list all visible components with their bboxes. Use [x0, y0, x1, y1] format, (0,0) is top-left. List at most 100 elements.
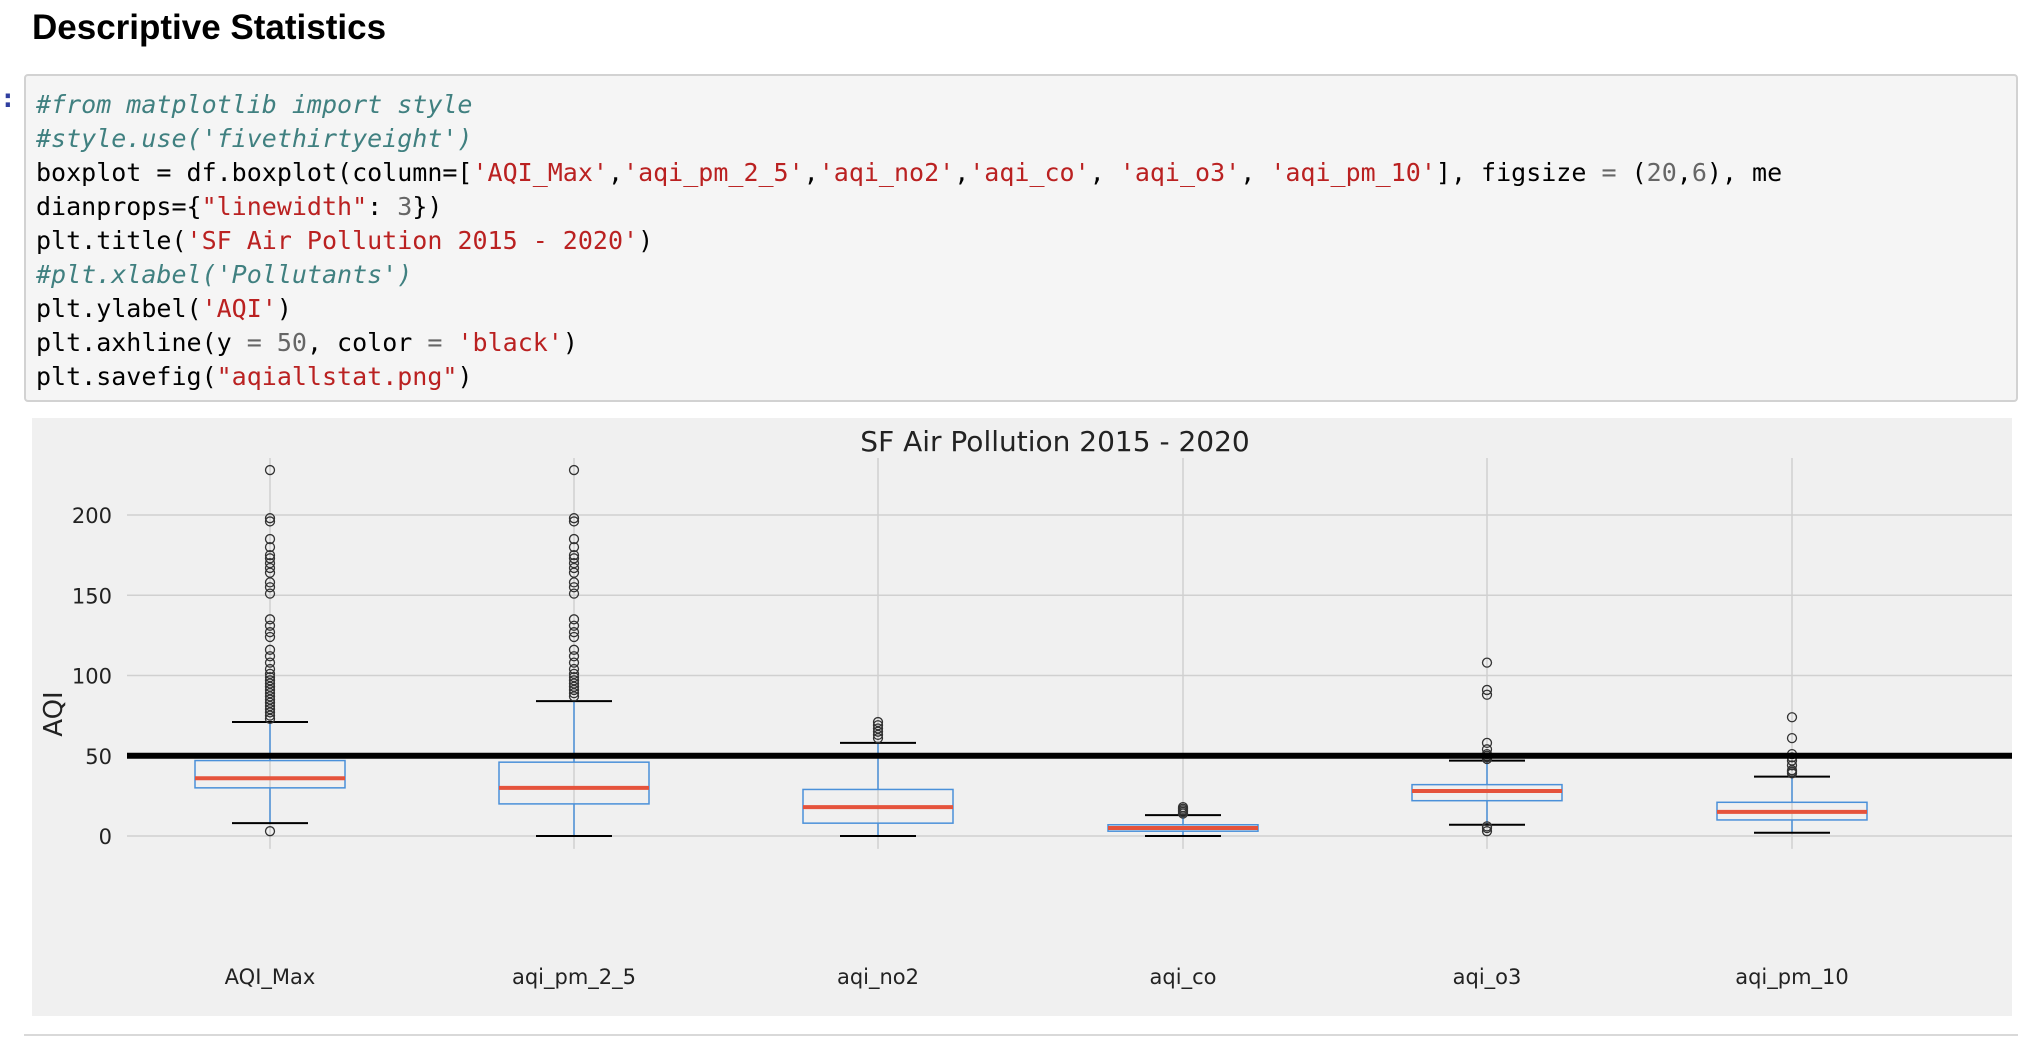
box-flier [568, 582, 580, 593]
box-flier [264, 668, 276, 680]
box-flier [568, 464, 580, 476]
box-flier [568, 541, 580, 553]
box-flier [264, 588, 276, 599]
box-flier [568, 553, 580, 564]
box-flier [264, 553, 276, 564]
box-flier [1177, 801, 1189, 813]
box-flier [264, 663, 276, 675]
box-flier [264, 631, 276, 643]
code-text: plt.axhline(y [36, 328, 247, 357]
box-flier [568, 549, 580, 561]
box-flier [568, 627, 580, 638]
box-flier [568, 668, 580, 680]
code-line-7: plt.ylabel('AQI') [36, 292, 292, 326]
box-flier [568, 614, 580, 625]
code-text: ) [457, 362, 473, 391]
y-tick-label: 200 [72, 504, 112, 528]
box-flier [264, 541, 276, 553]
box-flier [568, 663, 580, 675]
box-flier [264, 513, 276, 524]
box-flier [264, 549, 276, 561]
code-text: ) [562, 328, 578, 357]
box-flier [1786, 760, 1798, 771]
box-flier [568, 657, 580, 668]
y-axis-label: AQI [39, 691, 69, 736]
box-flier [568, 557, 580, 569]
code-number: 3 [397, 192, 413, 221]
box-flier [872, 716, 884, 728]
box-flier [568, 588, 580, 599]
code-string: 'AQI' [201, 294, 277, 323]
chart-title: SF Air Pollution 2015 - 2020 [860, 425, 1249, 458]
box-flier [264, 557, 276, 569]
box-flier [1481, 821, 1493, 832]
code-comment: #from matplotlib import style [36, 90, 473, 119]
box-flier [568, 675, 580, 686]
code-number: 20 [1646, 158, 1677, 187]
box-flier [1481, 657, 1493, 668]
code-cell[interactable]: #from matplotlib import style #style.use… [24, 74, 2018, 402]
y-tick-label: 100 [72, 665, 112, 689]
code-text: , color [306, 328, 428, 357]
code-comment: #style.use('fivethirtyeight') [36, 124, 473, 153]
box-flier [1481, 689, 1493, 700]
box-body [498, 761, 650, 805]
box-flier [1481, 737, 1493, 749]
box-flier [264, 826, 276, 837]
boxplot-chart: SF Air Pollution 2015 - 2020 AQI 0 50 100 1… [39, 425, 2012, 990]
code-text: ) [276, 294, 292, 323]
y-tick-label: 150 [72, 584, 112, 608]
code-string: 'aqi_pm_10' [1270, 158, 1436, 187]
code-line-2: #style.use('fivethirtyeight') [36, 122, 473, 156]
box-flier [1786, 732, 1798, 744]
box-flier [264, 516, 276, 527]
box-flier [1786, 712, 1798, 723]
section-heading: Descriptive Statistics [32, 8, 387, 47]
code-text: dianprops={ [36, 192, 202, 221]
box-flier [264, 582, 276, 593]
box-flier [264, 644, 276, 655]
code-line-6: #plt.xlabel('Pollutants') [36, 258, 412, 292]
box-flier [872, 723, 884, 734]
code-text: plt.title( [36, 226, 187, 255]
box-flier [264, 533, 276, 545]
code-string: 'SF Air Pollution 2015 - 2020' [186, 226, 639, 255]
code-string: 'aqi_o3' [1119, 158, 1241, 187]
box-flier [264, 620, 276, 631]
code-text: boxplot = df.boxplot(column=[ [36, 158, 473, 187]
code-string: "linewidth" [201, 192, 368, 221]
x-tick-label: aqi_no2 [837, 965, 919, 990]
box-flier [264, 657, 276, 668]
code-number: 6 [1691, 158, 1707, 187]
code-line-9: plt.savefig("aqiallstat.png") [36, 360, 473, 394]
code-line-4: dianprops={"linewidth": 3}) [36, 192, 443, 221]
box-flier [872, 720, 884, 731]
y-tick-label: 0 [99, 825, 112, 849]
box-flier [264, 614, 276, 625]
box-flier [264, 627, 276, 638]
box-flier [264, 675, 276, 686]
code-text: plt.ylabel( [36, 294, 202, 323]
code-string: 'black' [457, 328, 563, 357]
code-text: ) [638, 226, 654, 255]
code-comment: #plt.xlabel('Pollutants') [36, 260, 413, 289]
code-string: 'aqi_pm_2_5' [623, 158, 804, 187]
box-flier [568, 644, 580, 655]
x-tick-label: aqi_pm_2_5 [512, 965, 636, 990]
output-area: SF Air Pollution 2015 - 2020 AQI 0 50 100 1… [32, 418, 2012, 1016]
y-tick-label: 50 [85, 745, 112, 769]
code-line-8: plt.axhline(y = 50, color = 'black') [36, 328, 578, 357]
x-tick-label: aqi_pm_10 [1735, 965, 1849, 990]
box-flier [568, 513, 580, 524]
box-flier [568, 631, 580, 643]
x-tick-label: aqi_o3 [1453, 965, 1522, 990]
code-line-3: boxplot = df.boxplot(column=['AQI_Max','… [36, 158, 1783, 187]
box-flier [264, 651, 276, 662]
box-flier [568, 620, 580, 631]
code-string: 'aqi_no2' [818, 158, 955, 187]
x-tick-label: aqi_co [1150, 965, 1217, 990]
cell-divider [24, 1034, 2018, 1036]
code-text: plt.savefig( [36, 362, 217, 391]
box-flier [568, 533, 580, 545]
code-number: 50 [276, 328, 307, 357]
